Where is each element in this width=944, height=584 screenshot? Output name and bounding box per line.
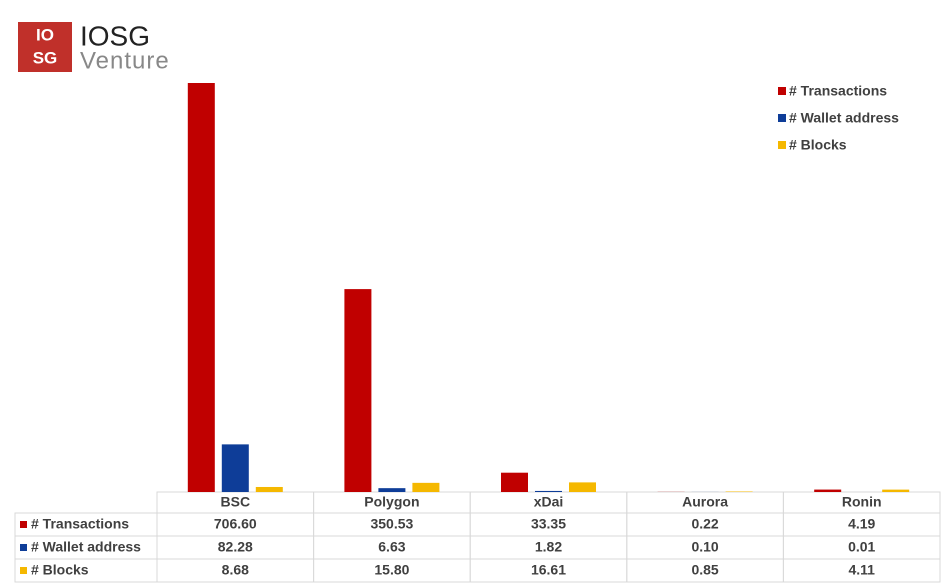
x-tick-label: Polygon: [364, 494, 419, 510]
table-key: [20, 521, 27, 528]
bar: [255, 486, 283, 492]
x-tick-label: Ronin: [842, 494, 882, 510]
logo: IO SG IOSG Venture: [18, 20, 170, 74]
logo-icon: [18, 22, 72, 72]
value-label: 0.10: [691, 539, 718, 555]
bar: [221, 444, 249, 492]
value-label: 1.82: [535, 539, 562, 555]
value-label: 4.11: [848, 562, 875, 578]
x-tick-label: xDai: [534, 494, 564, 510]
value-label: 16.61: [531, 562, 566, 578]
logo-icon-top: IO: [36, 25, 54, 44]
bar: [187, 83, 215, 492]
table-key: [20, 544, 27, 551]
table-row-label: # Transactions: [31, 516, 129, 532]
bar: [814, 489, 842, 492]
x-tick-label: Aurora: [682, 494, 728, 510]
table-key: [20, 567, 27, 574]
table-cell: [782, 558, 941, 583]
legend-key: [778, 87, 786, 95]
value-label: 4.19: [848, 516, 875, 532]
value-label: 0.85: [691, 562, 718, 578]
x-tick-label: BSC: [221, 494, 251, 510]
legend-label: # Blocks: [789, 137, 847, 153]
legend-label: # Transactions: [789, 83, 887, 99]
bar: [882, 489, 910, 492]
bar: [412, 482, 440, 492]
bar: [344, 289, 372, 492]
legend-key: [778, 141, 786, 149]
value-label: 706.60: [214, 516, 257, 532]
bar: [569, 482, 596, 492]
bar: [378, 488, 406, 492]
value-label: 0.01: [848, 539, 875, 555]
value-label: 0.22: [691, 516, 718, 532]
value-label: 6.63: [378, 539, 405, 555]
legend-label: # Wallet address: [789, 110, 899, 126]
table-row-label: # Blocks: [31, 562, 89, 578]
logo-title: IOSG: [80, 20, 150, 51]
value-label: 33.35: [531, 516, 566, 532]
logo-icon-bottom: SG: [33, 48, 58, 67]
value-label: 82.28: [218, 539, 253, 555]
legend-key: [778, 114, 786, 122]
value-label: 15.80: [374, 562, 409, 578]
bar: [501, 472, 528, 492]
logo-subtitle: Venture: [80, 47, 170, 74]
value-label: 8.68: [222, 562, 249, 578]
bar: [535, 490, 562, 492]
value-label: 350.53: [370, 516, 413, 532]
table-row-label: # Wallet address: [31, 539, 141, 555]
